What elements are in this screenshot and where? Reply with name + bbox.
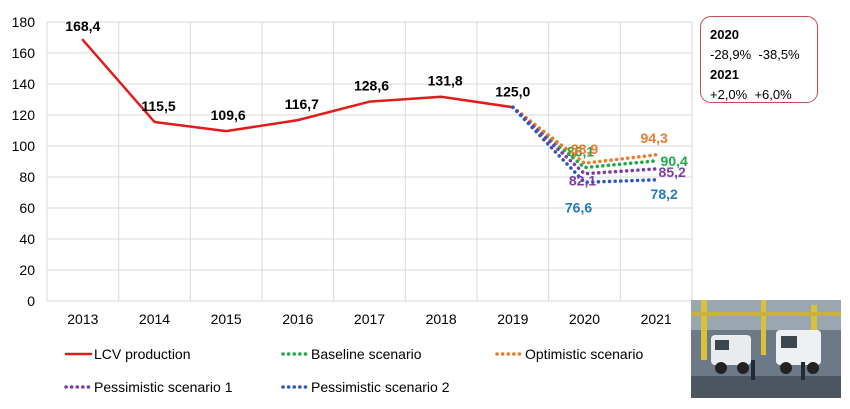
legend-label-0: LCV production: [94, 346, 191, 362]
x-tick-label: 2021: [641, 311, 672, 327]
series-line-1: [511, 105, 658, 170]
summary-year-2021: 2021: [710, 67, 739, 82]
data-label: 85,2: [659, 164, 686, 180]
data-label: 76,6: [565, 199, 592, 215]
legend-label-1: Baseline scenario: [311, 346, 422, 362]
data-label: 90,4: [661, 153, 688, 169]
x-tick-label: 2016: [282, 311, 313, 327]
data-label: 82,1: [569, 173, 596, 189]
data-label: 128,6: [354, 78, 389, 94]
legend: LCV production Baseline scenario Optimisti…: [64, 346, 643, 395]
y-tick-label: 60: [19, 200, 35, 216]
change-summary-box: 2020 -28,9% -38,5% 2021 +2,0% +6,0%: [700, 16, 818, 103]
data-label: 88,9: [571, 141, 598, 157]
summary-change-2021: +2,0% +6,0%: [710, 87, 792, 102]
data-label: 86,1: [567, 144, 594, 160]
y-tick-label: 140: [12, 76, 36, 92]
series-line-2: [511, 105, 658, 165]
x-tick-label: 2013: [67, 311, 98, 327]
data-label: 131,8: [428, 73, 463, 89]
series-line-0: [81, 38, 515, 133]
summary-change-2020: -28,9% -38,5%: [710, 47, 800, 62]
x-tick-label: 2020: [569, 311, 600, 327]
axes: 0 20 40 60 80 100 120 140 160 180 2013 2014 2015 2016…: [12, 14, 672, 327]
legend-label-3: Pessimistic scenario 1: [94, 379, 233, 395]
x-tick-label: 2017: [354, 311, 385, 327]
data-label: 168,4: [65, 18, 100, 34]
data-label: 94,3: [641, 130, 668, 146]
data-label: 109,6: [211, 107, 246, 123]
factory-photo: [691, 300, 841, 398]
summary-year-2020: 2020: [710, 27, 739, 42]
y-tick-label: 180: [12, 14, 36, 30]
data-label: 125,0: [495, 83, 530, 99]
series-line-4: [511, 105, 658, 185]
x-tick-label: 2019: [497, 311, 528, 327]
x-tick-label: 2015: [211, 311, 242, 327]
y-tick-label: 120: [12, 107, 36, 123]
data-label: 116,7: [285, 96, 319, 112]
data-labels: 168,4 115,5 109,6 116,7 128,6 131,8 125,0 86,1 9…: [65, 18, 688, 215]
y-tick-label: 80: [19, 169, 35, 185]
y-tick-label: 20: [19, 262, 35, 278]
legend-label-4: Pessimistic scenario 2: [311, 379, 450, 395]
y-tick-label: 0: [27, 293, 35, 309]
data-label: 78,2: [651, 186, 678, 202]
y-tick-label: 160: [12, 45, 36, 61]
series-layer: [81, 38, 658, 185]
x-tick-label: 2014: [139, 311, 170, 327]
legend-label-2: Optimistic scenario: [525, 346, 643, 362]
series-line-3: [511, 105, 658, 176]
y-tick-label: 40: [19, 231, 35, 247]
grid-lines: [46, 21, 693, 302]
x-tick-label: 2018: [426, 311, 457, 327]
data-label: 115,5: [141, 98, 175, 114]
y-tick-label: 100: [12, 138, 36, 154]
